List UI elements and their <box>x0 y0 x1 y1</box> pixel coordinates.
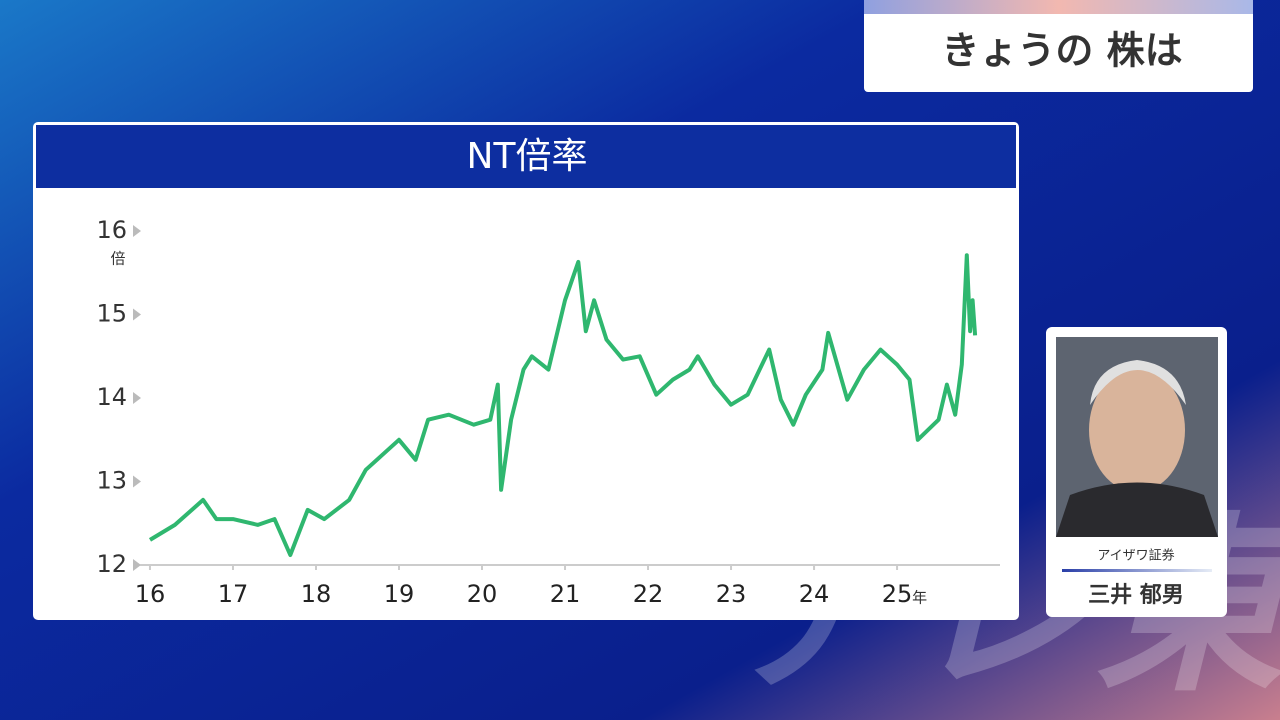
chart-card <box>33 122 1019 620</box>
chart-header <box>36 125 1016 188</box>
title-box <box>864 0 1253 92</box>
x-tick-label: 18 <box>301 580 332 608</box>
y-tick-label: 16 <box>96 216 127 244</box>
header-title: きょうの 株は <box>941 29 1182 73</box>
y-tick-mark <box>133 475 141 488</box>
x-tick-label: 21 <box>550 580 581 608</box>
x-unit: 年 <box>912 589 927 607</box>
guest-name: 三井 郁男 <box>1088 582 1184 608</box>
photo-face <box>1089 368 1185 492</box>
photo-suit <box>1056 482 1218 537</box>
x-tick-label: 25 <box>882 580 913 608</box>
x-tick-label: 19 <box>384 580 415 608</box>
x-tick-label: 23 <box>716 580 747 608</box>
y-tick-label: 15 <box>96 300 127 328</box>
y-tick-label: 12 <box>96 550 127 578</box>
y-tick-mark <box>133 392 141 404</box>
y-tick-mark <box>133 225 141 237</box>
x-tick-label: 17 <box>218 580 249 608</box>
chart-title: NT倍率 <box>467 136 588 177</box>
x-tick-label: 24 <box>799 580 830 608</box>
y-tick-label: 13 <box>96 467 127 495</box>
y-tick-mark <box>133 559 141 571</box>
guest-rule <box>1062 569 1212 572</box>
x-tick-label: 16 <box>135 580 166 608</box>
y-tick-mark <box>133 308 141 321</box>
photo-hair <box>1090 360 1186 405</box>
y-tick-label: 14 <box>96 383 127 411</box>
y-unit: 倍 <box>110 250 125 268</box>
title-strip <box>864 0 1253 14</box>
x-tick-label: 22 <box>633 580 664 608</box>
guest-company: アイザワ証券 <box>1097 548 1174 564</box>
data-line <box>148 253 978 557</box>
x-tick-label: 20 <box>467 580 498 608</box>
